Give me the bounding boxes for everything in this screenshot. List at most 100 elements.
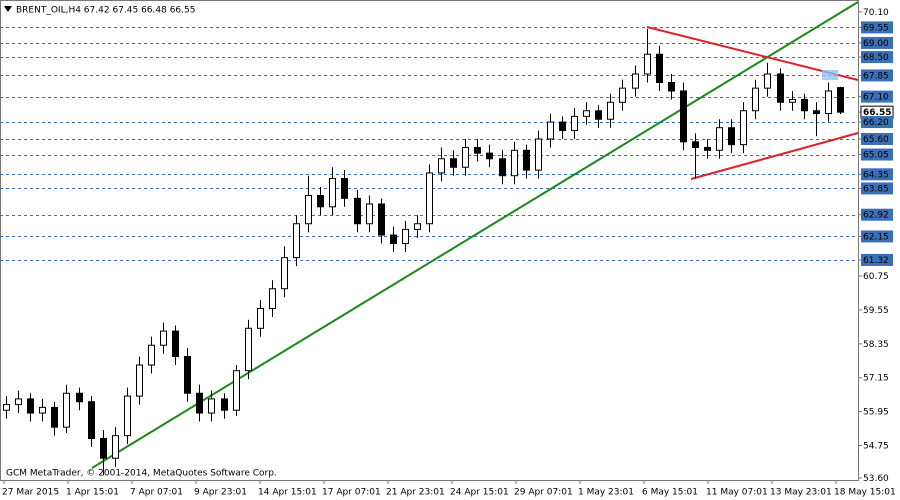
- candle-body: [378, 203, 385, 236]
- candles: [3, 28, 844, 476]
- candle-body: [656, 53, 663, 83]
- candle-body: [184, 356, 191, 394]
- tick-box: [861, 230, 893, 243]
- x-tick-label: 27 Mar 2015: [2, 488, 59, 498]
- candle-body: [825, 90, 832, 115]
- candle-body: [124, 395, 131, 437]
- tick-box: [861, 116, 893, 129]
- support-trendline: [91, 1, 859, 469]
- x-tick-label: 24 Apr 15:01: [450, 488, 509, 498]
- candle-body: [63, 392, 70, 428]
- candle-body: [450, 158, 457, 168]
- candle-body: [764, 73, 771, 89]
- candle-body: [305, 195, 312, 225]
- candle-body: [619, 87, 626, 103]
- y-tick-label: 64.35: [863, 170, 889, 180]
- candle-body: [100, 437, 107, 459]
- candle-body: [583, 110, 590, 117]
- candle-body: [704, 146, 711, 151]
- candle-body: [233, 370, 240, 411]
- x-tick-label: 13 May 23:01: [770, 488, 832, 498]
- x-tick-label: 11 May 07:01: [706, 488, 768, 498]
- candle-body: [341, 178, 348, 199]
- candle-body: [547, 121, 554, 140]
- candle-body: [752, 87, 759, 112]
- candle-body: [136, 364, 143, 397]
- tick-box: [861, 253, 893, 266]
- candle-body: [837, 87, 844, 113]
- candle-body: [402, 228, 409, 245]
- x-tick-label: 21 Apr 23:01: [386, 488, 445, 498]
- tick-box: [861, 148, 893, 161]
- candle-body: [728, 127, 735, 146]
- y-tick-label: 67.85: [863, 71, 889, 81]
- candle-body: [366, 203, 373, 225]
- candle-body: [644, 53, 651, 75]
- candle-body: [438, 158, 445, 174]
- x-tick-label: 7 Apr 07:01: [130, 488, 183, 498]
- candle-body: [148, 344, 155, 366]
- candle-body: [88, 401, 95, 439]
- candle-body: [535, 138, 542, 171]
- candle-body: [221, 398, 228, 411]
- candle-body: [789, 98, 796, 103]
- y-tick-label: 61.32: [863, 256, 889, 266]
- candle-body: [486, 152, 493, 160]
- candle-body: [740, 110, 747, 146]
- chart-title: BRENT_OIL,H4 67.42 67.45 66.48 66.55: [16, 6, 195, 16]
- y-tick-label: 54.75: [863, 442, 889, 452]
- candle-body: [632, 73, 639, 89]
- x-tick-label: 1 May 23:01: [578, 488, 634, 498]
- candle-body: [27, 398, 34, 414]
- tick-box: [861, 51, 893, 64]
- tick-box: [861, 208, 893, 221]
- candle-body: [499, 158, 506, 177]
- y-tick-label: 59.55: [863, 306, 889, 316]
- candle-body: [595, 110, 602, 120]
- candle-body: [692, 141, 699, 148]
- candle-body: [559, 121, 566, 132]
- candle-body: [354, 197, 361, 225]
- candle-body: [801, 98, 808, 112]
- tick-box: [861, 182, 893, 195]
- x-tick-label: 29 Apr 07:01: [514, 488, 573, 498]
- y-tick-label: 67.10: [863, 93, 889, 103]
- y-tick-label: 65.60: [863, 135, 889, 145]
- y-tick-label: 58.35: [863, 340, 889, 350]
- tick-box: [861, 90, 893, 103]
- candle-body: [607, 101, 614, 120]
- candle-body: [76, 392, 83, 403]
- candle-body: [3, 404, 10, 411]
- x-tick-label: 1 Apr 15:01: [66, 488, 119, 498]
- tick-box: [861, 132, 893, 145]
- highlight-box: [822, 70, 838, 80]
- lower-trendline: [690, 132, 859, 180]
- candle-body: [813, 110, 820, 115]
- y-tick-label: 68.50: [863, 53, 889, 63]
- tick-box: [861, 36, 893, 49]
- candle-body: [668, 81, 675, 92]
- y-tick-label: 62.15: [863, 232, 889, 242]
- candle-body: [414, 223, 421, 230]
- y-tick-label: 60.75: [863, 272, 889, 282]
- menu-arrow[interactable]: [4, 6, 12, 12]
- y-tick-label: 69.00: [863, 39, 889, 49]
- candle-body: [716, 127, 723, 151]
- candle-body: [293, 223, 300, 259]
- x-tick-label: 14 Apr 15:01: [258, 488, 317, 498]
- candle-body: [777, 73, 784, 103]
- x-tick-label: 9 Apr 23:01: [194, 488, 247, 498]
- candle-body: [245, 327, 252, 372]
- x-tick-label: 17 Apr 07:01: [322, 488, 381, 498]
- candle-body: [39, 406, 46, 414]
- candle-body: [281, 257, 288, 290]
- candle-body: [160, 330, 167, 346]
- candle-body: [196, 392, 203, 414]
- candle-body: [511, 149, 518, 177]
- candle-body: [269, 288, 276, 310]
- candle-body: [15, 398, 22, 406]
- tick-box: [861, 69, 893, 82]
- candle-body: [208, 398, 215, 414]
- y-tick-label: 66.55: [863, 108, 891, 118]
